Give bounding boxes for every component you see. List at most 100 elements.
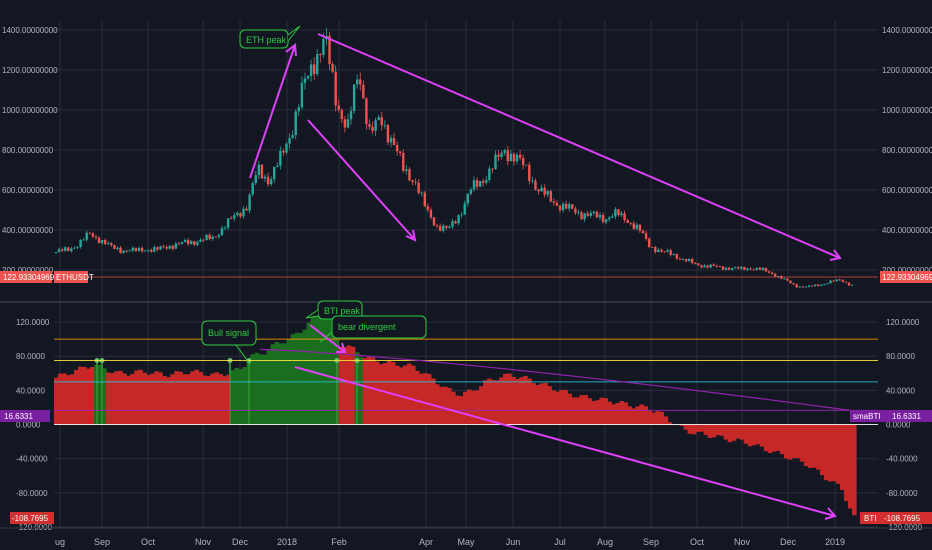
callout-bti-peak[interactable]: BTI peak (305, 300, 363, 320)
bti-axis-label: 120.0000 (886, 318, 920, 327)
bti-bar (475, 390, 480, 425)
candle-body (844, 281, 848, 283)
candle-body (847, 282, 851, 286)
callout-bear-divergent[interactable]: bear divergent (319, 315, 427, 343)
candle-body (282, 150, 285, 153)
candle-body (608, 217, 611, 220)
bti-bar (639, 404, 645, 425)
bti-bar (631, 408, 637, 425)
bti-axis-label: 80.0000 (16, 352, 45, 361)
candle-body (423, 192, 427, 207)
candle-body (340, 109, 344, 120)
bti-bar (779, 424, 785, 455)
bti-bar (735, 424, 741, 439)
candle-body (239, 213, 242, 217)
candle-body (712, 264, 715, 266)
candle-body (518, 154, 522, 158)
bull-signal-bar (96, 360, 98, 425)
bti-bar (274, 341, 280, 425)
candle-body (64, 247, 67, 251)
candle-body (88, 232, 92, 234)
bti-bar (767, 424, 773, 454)
bull-signal-bar (356, 360, 358, 425)
bear-divergent-arrowhead (336, 342, 347, 353)
candle-body (365, 98, 368, 125)
candle-body (835, 279, 838, 282)
candle-body (402, 152, 405, 171)
bti-bar (418, 373, 424, 425)
bti-bar (250, 354, 256, 425)
candle-body (472, 180, 476, 190)
bti-bar (262, 354, 268, 425)
bti-bar (366, 356, 372, 425)
x-axis-label: Sep (94, 537, 110, 547)
price-axis-left: 1400.00000000 1200.00000000 1000.00000000 8… (2, 26, 58, 275)
bti-bar (699, 424, 705, 432)
candle-body (758, 267, 761, 270)
bti-bar (382, 363, 388, 425)
candle-body (697, 263, 700, 266)
candle-body (411, 180, 414, 182)
bti-axis-label: 40.0000 (886, 386, 915, 395)
bti-bar (547, 386, 552, 425)
candle-body (660, 249, 663, 252)
bti-bar (787, 424, 793, 460)
candle-body (432, 217, 436, 226)
bti-bar (567, 393, 572, 425)
candle-body (521, 157, 525, 166)
bti-tag-value: -108.7695 (884, 514, 921, 523)
price-axis-label: 200.00000000 (882, 266, 932, 275)
bti-bar (186, 374, 191, 425)
bti-bar (539, 383, 544, 425)
bull-signal-bar (101, 360, 103, 425)
price-candles (54, 27, 854, 288)
candle-body (85, 232, 88, 240)
bti-bar (591, 401, 596, 425)
candle-body (451, 221, 454, 227)
bti-bar (771, 424, 777, 452)
candle-body (485, 179, 488, 183)
candle-body (134, 247, 138, 251)
x-axis-label: Aug (597, 537, 613, 547)
candle-body (623, 213, 626, 221)
bti-tag-label: BTI (864, 514, 876, 523)
price-axis-label: 1400.00000000 (2, 26, 58, 35)
bti-bar (346, 345, 352, 425)
candle-body (651, 246, 654, 248)
callout-eth-peak[interactable]: ETH peak (239, 25, 301, 49)
callout-bear-divergent-text: bear divergent (338, 322, 396, 332)
bti-axis-label: 120.0000 (16, 318, 50, 327)
bti-panel[interactable]: 120.0000 80.0000 40.0000 0.0000 -40.0000 -80.… (0, 315, 932, 532)
bti-bar (130, 374, 135, 425)
candle-body (288, 138, 291, 144)
x-axis-label: Jul (554, 537, 566, 547)
bull-trend-arrowhead (285, 43, 297, 57)
candle-body (103, 240, 107, 245)
candle-body (328, 35, 331, 64)
bti-bar (852, 424, 857, 516)
candle-body (598, 214, 602, 218)
callout-bull-signal[interactable]: Bull signal (201, 320, 257, 365)
bti-bar (523, 376, 528, 425)
candle-body (675, 254, 679, 259)
price-panel[interactable]: 1400.00000000 1200.00000000 1000.00000000 8… (0, 26, 932, 288)
candle-body (113, 245, 116, 249)
candle-body (494, 154, 497, 170)
bti-bar (310, 316, 316, 425)
candle-body (792, 283, 795, 285)
candle-body (442, 225, 445, 231)
bti-bar (330, 327, 336, 425)
candle-body (355, 79, 359, 85)
bti-bar (358, 357, 364, 425)
candle-body (417, 182, 420, 194)
bti-bar (683, 424, 689, 430)
candle-body (202, 239, 205, 241)
bti-bar (210, 373, 216, 425)
bti-bar (703, 424, 709, 435)
candle-body (190, 241, 193, 245)
candle-body (337, 105, 340, 110)
candle-body (196, 241, 199, 245)
bti-axis-label: 0.0000 (16, 421, 41, 430)
bti-bar (266, 349, 272, 425)
